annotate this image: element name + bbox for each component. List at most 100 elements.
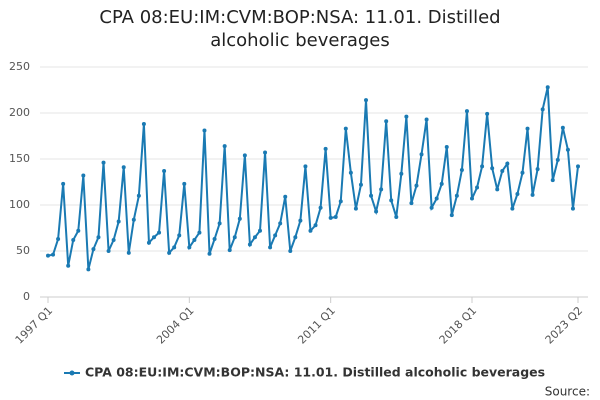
data-point	[480, 164, 485, 169]
data-point	[424, 117, 429, 122]
data-point	[449, 213, 454, 218]
data-point	[404, 114, 409, 119]
data-point	[399, 171, 404, 176]
data-point	[570, 206, 575, 211]
data-point	[419, 152, 424, 157]
data-point	[152, 235, 156, 240]
data-point	[313, 223, 318, 228]
data-point	[414, 183, 419, 188]
data-point	[535, 167, 540, 172]
data-point	[273, 233, 278, 238]
data-point	[308, 228, 313, 233]
x-tick-label: 2018 Q1	[437, 304, 480, 347]
data-point	[364, 98, 368, 103]
data-point	[71, 237, 76, 242]
data-point	[232, 235, 237, 240]
data-point	[374, 209, 379, 214]
data-point	[500, 168, 505, 173]
data-point	[409, 201, 414, 206]
data-point	[444, 145, 449, 150]
data-point	[192, 237, 197, 242]
data-point	[197, 230, 202, 235]
data-point	[560, 125, 565, 130]
data-point	[187, 245, 192, 250]
data-point	[328, 215, 333, 220]
data-point	[136, 193, 141, 198]
data-point	[454, 193, 459, 198]
data-point	[333, 214, 338, 219]
data-point	[303, 164, 308, 169]
data-point	[46, 253, 50, 258]
data-point	[343, 126, 348, 131]
data-point	[217, 221, 222, 226]
x-tick-label: 2004 Q1	[154, 304, 197, 347]
data-point	[555, 157, 560, 162]
data-point	[96, 235, 101, 240]
x-tick-label: 1997 Q1	[13, 304, 56, 347]
data-point	[394, 214, 399, 219]
data-point	[146, 240, 151, 245]
data-point	[116, 219, 121, 224]
data-point	[263, 150, 268, 155]
data-point	[242, 153, 247, 158]
data-point	[576, 164, 580, 169]
data-point	[167, 250, 172, 255]
y-tick-label: 150	[9, 152, 30, 165]
data-point	[358, 182, 363, 187]
data-point	[525, 126, 530, 131]
data-point	[293, 235, 298, 240]
series-line	[47, 87, 579, 270]
source: Source:	[545, 385, 590, 399]
data-point	[61, 181, 66, 186]
data-point	[429, 205, 434, 210]
y-tick-label: 200	[9, 106, 30, 119]
data-point	[81, 173, 86, 178]
data-point	[459, 168, 464, 173]
data-point	[495, 187, 500, 192]
x-tick-label: 2011 Q1	[295, 304, 338, 347]
data-point	[157, 230, 162, 235]
legend-label: CPA 08:EU:IM:CVM:BOP:NSA: 11.01. Distill…	[85, 365, 545, 380]
data-point	[490, 166, 495, 171]
data-point	[353, 206, 358, 211]
data-point	[470, 196, 474, 201]
data-point	[510, 206, 515, 211]
data-point	[379, 187, 384, 192]
data-point	[222, 144, 227, 149]
data-point	[101, 160, 106, 165]
data-point	[258, 228, 262, 233]
data-point	[348, 170, 353, 175]
data-point	[565, 147, 570, 152]
data-point	[51, 252, 56, 257]
chart-title: CPA 08:EU:IM:CVM:BOP:NSA: 11.01. Distill…	[99, 7, 501, 51]
data-point	[288, 249, 293, 253]
data-point	[268, 245, 273, 250]
data-point	[323, 146, 328, 151]
data-point	[126, 250, 131, 255]
data-point	[298, 218, 303, 223]
legend-marker	[69, 370, 75, 376]
y-tick-label: 100	[9, 198, 30, 211]
data-point	[172, 245, 177, 250]
data-point	[505, 161, 510, 166]
data-point	[237, 216, 242, 221]
data-point	[318, 205, 323, 210]
data-point	[66, 263, 71, 268]
data-point	[56, 237, 61, 242]
y-tick-label: 0	[23, 290, 30, 303]
data-point	[162, 168, 167, 173]
data-point	[141, 122, 146, 127]
y-tick-label: 50	[16, 244, 30, 257]
data-point	[369, 193, 374, 198]
data-point	[106, 249, 111, 253]
data-point	[111, 237, 116, 242]
data-point	[202, 128, 207, 133]
data-point	[278, 221, 283, 226]
data-point	[550, 178, 555, 183]
data-point	[86, 267, 91, 272]
data-point	[540, 107, 545, 112]
data-point	[520, 170, 525, 175]
data-point	[177, 233, 182, 238]
data-point	[439, 181, 444, 186]
